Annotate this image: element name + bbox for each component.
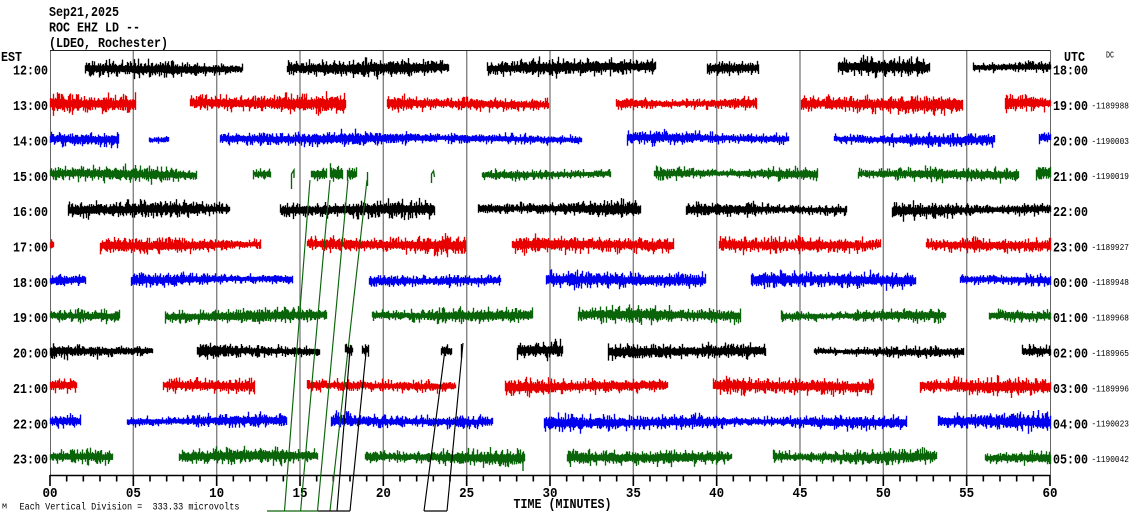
svg-text:01:00: 01:00	[1053, 311, 1088, 327]
svg-text:20: 20	[376, 486, 391, 502]
svg-text:55: 55	[959, 486, 974, 502]
svg-text:13:00: 13:00	[13, 99, 48, 115]
svg-text:15:00: 15:00	[13, 170, 48, 186]
svg-text:40: 40	[709, 486, 724, 502]
svg-text:22:00: 22:00	[1053, 205, 1088, 221]
svg-text:00:00: 00:00	[1053, 276, 1088, 292]
svg-text:19:00: 19:00	[1053, 99, 1088, 115]
svg-text:-1189927: -1189927	[1092, 243, 1130, 253]
svg-text:Sep21,2025: Sep21,2025	[49, 5, 119, 21]
svg-text:UTC: UTC	[1064, 50, 1085, 66]
svg-text:17:00: 17:00	[13, 240, 48, 256]
svg-text:TIME (MINUTES): TIME (MINUTES)	[514, 498, 612, 513]
svg-text:20:00: 20:00	[1053, 134, 1088, 150]
svg-text:21:00: 21:00	[13, 382, 48, 398]
svg-text:60: 60	[1043, 486, 1058, 502]
svg-text:00: 00	[43, 486, 58, 502]
svg-text:Each Vertical Division = 333.: Each Vertical Division = 333.33 microvol…	[20, 502, 240, 514]
svg-text:05: 05	[126, 486, 141, 502]
svg-text:02:00: 02:00	[1053, 347, 1088, 363]
svg-text:-1190019: -1190019	[1092, 172, 1130, 182]
svg-text:-1189965: -1189965	[1092, 349, 1130, 359]
svg-text:(LDEO, Rochester): (LDEO, Rochester)	[49, 36, 168, 52]
svg-text:-1189968: -1189968	[1092, 314, 1130, 324]
svg-text:04:00: 04:00	[1053, 417, 1088, 433]
svg-text:18:00: 18:00	[1053, 64, 1088, 80]
svg-text:16:00: 16:00	[13, 205, 48, 221]
svg-text:22:00: 22:00	[13, 417, 48, 433]
svg-text:35: 35	[626, 486, 641, 502]
svg-text:10: 10	[209, 486, 224, 502]
svg-text:-1190023: -1190023	[1092, 420, 1130, 430]
svg-text:ROC EHZ LD --: ROC EHZ LD --	[49, 21, 140, 37]
svg-text:15: 15	[293, 486, 308, 502]
svg-text:-1189988: -1189988	[1092, 101, 1130, 111]
svg-text:18:00: 18:00	[13, 276, 48, 292]
svg-text:21:00: 21:00	[1053, 170, 1088, 186]
svg-text:M: M	[2, 504, 7, 512]
svg-text:-1190042: -1190042	[1092, 455, 1130, 465]
svg-text:03:00: 03:00	[1053, 382, 1088, 398]
svg-text:05:00: 05:00	[1053, 453, 1088, 469]
svg-text:20:00: 20:00	[13, 347, 48, 363]
svg-text:12:00: 12:00	[13, 64, 48, 80]
svg-text:19:00: 19:00	[13, 311, 48, 327]
svg-text:-1190003: -1190003	[1092, 137, 1130, 147]
svg-text:30: 30	[543, 486, 558, 502]
svg-text:EST: EST	[1, 50, 22, 66]
svg-text:DC: DC	[1106, 51, 1114, 61]
svg-text:-1189948: -1189948	[1092, 278, 1130, 288]
svg-text:14:00: 14:00	[13, 134, 48, 150]
svg-text:45: 45	[793, 486, 808, 502]
svg-text:25: 25	[459, 486, 474, 502]
svg-text:23:00: 23:00	[13, 453, 48, 469]
svg-text:23:00: 23:00	[1053, 240, 1088, 256]
svg-text:50: 50	[876, 486, 891, 502]
svg-text:-1189996: -1189996	[1092, 384, 1130, 394]
